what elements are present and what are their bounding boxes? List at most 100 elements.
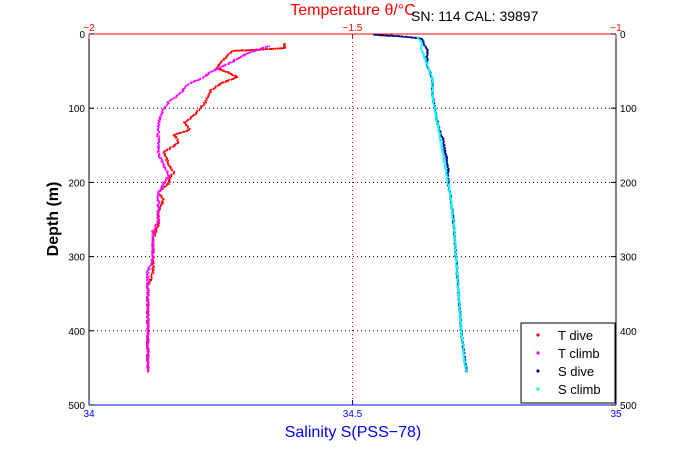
data-point [396,35,399,37]
data-point [441,136,444,139]
data-point [245,53,247,55]
data-point [222,65,224,68]
data-point [435,119,438,122]
data-point [190,82,193,84]
data-point [244,49,247,52]
data-point [167,182,169,185]
data-point [443,157,446,160]
data-point [165,185,167,187]
data-point [162,183,165,186]
data-point [454,253,457,256]
data-point [417,37,419,40]
data-point [458,292,461,294]
data-point [421,39,424,41]
data-point [150,260,153,263]
data-point [227,71,229,74]
data-point [146,364,149,367]
data-point [443,145,445,148]
data-point [231,73,233,76]
data-point [160,156,162,159]
data-point [156,133,159,136]
data-point [160,196,163,199]
data-point [284,45,286,48]
data-point [146,316,148,318]
data-point [442,142,445,145]
data-point [421,42,423,44]
data-point [181,88,184,91]
data-point [146,343,149,346]
data-point [146,305,148,307]
data-point [147,322,150,325]
data-point [466,371,468,373]
data-point [459,314,461,316]
data-point [154,229,156,231]
data-point [458,297,461,300]
data-point [147,342,149,345]
data-point [432,87,434,89]
data-point [147,340,150,343]
data-point [453,240,456,243]
data-point [166,178,169,180]
data-point [283,43,285,46]
data-point [158,124,160,127]
data-point [427,49,429,52]
data-point [150,263,153,265]
data-point [157,119,160,122]
data-point [454,242,457,245]
data-point [157,143,160,146]
data-point [418,37,420,40]
data-point [429,71,432,74]
data-point [440,144,443,146]
data-point [161,109,164,112]
data-point [445,161,448,164]
data-point [448,168,450,171]
data-point [444,147,446,149]
data-point [442,154,445,157]
data-point [423,43,425,45]
data-point [420,38,423,40]
data-point [454,236,457,239]
data-point [146,331,149,334]
data-point [458,305,460,308]
data-point [203,104,205,106]
data-point [463,363,466,366]
data-point [263,48,265,51]
data-point [174,137,177,139]
data-point [161,203,163,205]
data-point [232,50,235,52]
data-point [153,269,155,271]
data-point [453,236,456,239]
data-point [447,169,450,172]
data-point [157,212,160,214]
data-point [384,34,386,37]
data-point [210,88,213,91]
data-point [454,250,457,252]
data-point [146,354,149,356]
data-point [148,283,151,285]
data-point [425,46,427,49]
data-point [455,263,457,265]
data-point [435,116,438,119]
data-point [443,164,446,166]
data-point [152,236,154,239]
y-tick-label-left: 0 [79,30,85,41]
data-point [438,132,440,134]
data-point [460,319,462,322]
data-point [461,328,463,330]
data-point [243,49,245,52]
data-point [156,213,159,216]
data-point [453,235,455,238]
header-note: SN: 114 CAL: 39897 [411,8,539,24]
data-point [425,63,428,65]
data-point [147,335,149,338]
data-point [457,288,459,290]
data-point [147,311,150,314]
data-point [442,158,445,161]
data-point [147,361,149,363]
data-point [154,226,157,229]
data-point [443,149,446,152]
data-point [198,108,201,111]
data-point [166,173,169,176]
data-point [167,176,169,178]
data-point [169,177,172,179]
